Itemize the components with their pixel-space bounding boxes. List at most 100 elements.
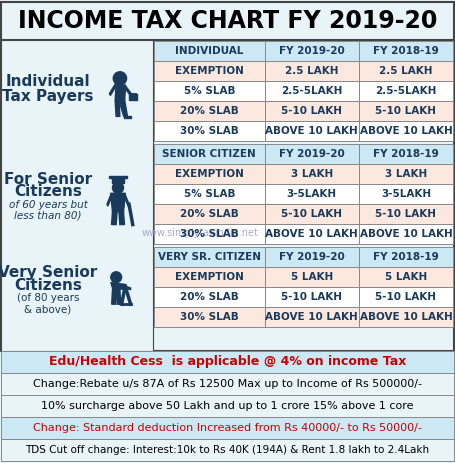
- Text: FY 2018-19: FY 2018-19: [373, 149, 439, 159]
- Text: EXEMPTION: EXEMPTION: [175, 169, 244, 179]
- Bar: [154, 224, 265, 244]
- Text: 5 LAKH: 5 LAKH: [291, 272, 333, 282]
- Text: Edu/Health Cess  is applicable @ 4% on income Tax: Edu/Health Cess is applicable @ 4% on in…: [49, 356, 406, 369]
- Bar: [154, 81, 265, 101]
- Bar: [154, 184, 265, 204]
- Bar: [265, 287, 359, 307]
- Text: 2.5-5LAKH: 2.5-5LAKH: [375, 86, 437, 96]
- Bar: [265, 81, 359, 101]
- Text: Tax Payers: Tax Payers: [2, 88, 94, 104]
- Bar: [265, 41, 359, 61]
- Polygon shape: [111, 193, 126, 212]
- Text: For Senior: For Senior: [4, 173, 92, 188]
- Bar: [1, 439, 454, 461]
- Text: Change:Rebate u/s 87A of Rs 12500 Max up to Income of Rs 500000/-: Change:Rebate u/s 87A of Rs 12500 Max up…: [33, 379, 422, 389]
- Polygon shape: [119, 100, 127, 116]
- Polygon shape: [111, 288, 116, 304]
- Bar: [359, 307, 453, 327]
- Text: TDS Cut off change: Interest:10k to Rs 40K (194A) & Rent 1.8 lakh to 2.4Lakh: TDS Cut off change: Interest:10k to Rs 4…: [25, 445, 430, 455]
- Text: FY 2019-20: FY 2019-20: [279, 149, 344, 159]
- Bar: [154, 247, 265, 267]
- Bar: [359, 41, 453, 61]
- Polygon shape: [107, 195, 111, 206]
- Bar: [359, 81, 453, 101]
- Text: less than 80): less than 80): [14, 211, 82, 221]
- Bar: [359, 287, 453, 307]
- Polygon shape: [124, 116, 131, 119]
- Bar: [359, 164, 453, 184]
- Bar: [265, 307, 359, 327]
- Bar: [154, 307, 265, 327]
- Polygon shape: [112, 178, 123, 183]
- Bar: [154, 267, 265, 287]
- Bar: [359, 204, 453, 224]
- Bar: [265, 61, 359, 81]
- Bar: [265, 204, 359, 224]
- Text: ABOVE 10 LAKH: ABOVE 10 LAKH: [359, 229, 452, 239]
- Text: INDIVIDUAL: INDIVIDUAL: [175, 46, 243, 56]
- Text: & above): & above): [25, 304, 71, 314]
- Text: 3 LAKH: 3 LAKH: [385, 169, 427, 179]
- Text: VERY SR. CITIZEN: VERY SR. CITIZEN: [158, 252, 261, 262]
- Text: 5% SLAB: 5% SLAB: [183, 86, 235, 96]
- Text: EXEMPTION: EXEMPTION: [175, 272, 244, 282]
- Bar: [1, 395, 454, 417]
- Text: 2.5 LAKH: 2.5 LAKH: [379, 66, 433, 76]
- Text: 3-5LAKH: 3-5LAKH: [381, 189, 431, 199]
- Polygon shape: [124, 195, 129, 206]
- Text: FY 2018-19: FY 2018-19: [373, 46, 439, 56]
- Text: 5-10 LAKH: 5-10 LAKH: [375, 209, 436, 219]
- Text: 30% SLAB: 30% SLAB: [180, 312, 239, 322]
- Circle shape: [113, 72, 126, 85]
- Bar: [265, 184, 359, 204]
- Text: 30% SLAB: 30% SLAB: [180, 229, 239, 239]
- Text: ABOVE 10 LAKH: ABOVE 10 LAKH: [265, 312, 358, 322]
- Text: 5-10 LAKH: 5-10 LAKH: [375, 106, 436, 116]
- Text: INCOME TAX CHART FY 2019-20: INCOME TAX CHART FY 2019-20: [18, 9, 437, 33]
- Text: of 60 years but: of 60 years but: [9, 200, 87, 210]
- Polygon shape: [116, 288, 121, 304]
- Text: 20% SLAB: 20% SLAB: [180, 106, 239, 116]
- Polygon shape: [110, 84, 116, 95]
- Text: Citizens: Citizens: [14, 277, 82, 293]
- Bar: [265, 247, 359, 267]
- Bar: [1, 40, 153, 351]
- Polygon shape: [129, 94, 137, 100]
- Text: 5-10 LAKH: 5-10 LAKH: [281, 106, 342, 116]
- Text: Individual: Individual: [5, 75, 90, 89]
- Polygon shape: [115, 100, 120, 116]
- Text: ABOVE 10 LAKH: ABOVE 10 LAKH: [359, 312, 452, 322]
- Text: 3-5LAKH: 3-5LAKH: [287, 189, 337, 199]
- Text: EXEMPTION: EXEMPTION: [175, 66, 244, 76]
- Text: 5% SLAB: 5% SLAB: [183, 189, 235, 199]
- Circle shape: [111, 272, 121, 282]
- Bar: [265, 164, 359, 184]
- Text: 5-10 LAKH: 5-10 LAKH: [375, 292, 436, 302]
- Bar: [265, 267, 359, 287]
- Text: FY 2018-19: FY 2018-19: [373, 252, 439, 262]
- Polygon shape: [125, 286, 131, 290]
- Text: 2.5 LAKH: 2.5 LAKH: [285, 66, 339, 76]
- Bar: [265, 224, 359, 244]
- Bar: [154, 121, 265, 141]
- Text: 10% surcharge above 50 Lakh and up to 1 crore 15% above 1 core: 10% surcharge above 50 Lakh and up to 1 …: [41, 401, 414, 411]
- Text: ABOVE 10 LAKH: ABOVE 10 LAKH: [265, 229, 358, 239]
- Bar: [359, 144, 453, 164]
- Text: 5-10 LAKH: 5-10 LAKH: [281, 292, 342, 302]
- Text: FY 2019-20: FY 2019-20: [279, 252, 344, 262]
- Polygon shape: [125, 86, 131, 95]
- Bar: [154, 204, 265, 224]
- Bar: [154, 164, 265, 184]
- Text: www.simplytaxindia.net: www.simplytaxindia.net: [142, 228, 258, 238]
- Bar: [359, 121, 453, 141]
- Text: 30% SLAB: 30% SLAB: [180, 126, 239, 136]
- Text: ABOVE 10 LAKH: ABOVE 10 LAKH: [265, 126, 358, 136]
- Text: 20% SLAB: 20% SLAB: [180, 209, 239, 219]
- Polygon shape: [109, 176, 127, 178]
- Text: FY 2019-20: FY 2019-20: [279, 46, 344, 56]
- Bar: [154, 101, 265, 121]
- Text: Very Senior: Very Senior: [0, 265, 98, 281]
- Bar: [359, 101, 453, 121]
- Bar: [359, 267, 453, 287]
- Bar: [1, 351, 454, 373]
